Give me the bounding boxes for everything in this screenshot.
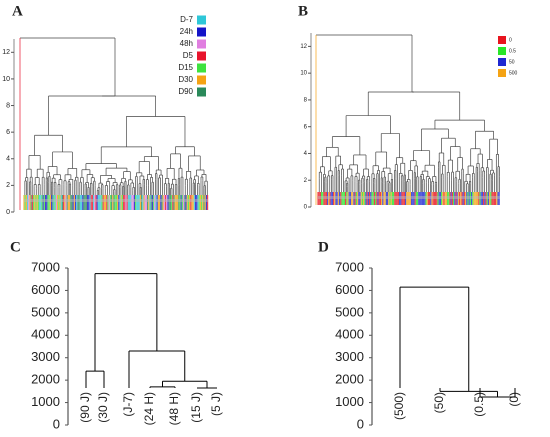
y-tick-label: 3000 (31, 349, 60, 364)
leaf-label: (15 J) (189, 392, 203, 423)
y-tick-label: 0 (304, 205, 308, 211)
y-tick-label: 10 (300, 71, 307, 77)
legend-swatch (197, 87, 206, 97)
legend-label: D5 (183, 51, 194, 60)
y-tick-label: 8 (304, 98, 308, 104)
legend-swatch (498, 69, 506, 77)
legend-swatch (197, 27, 206, 37)
y-tick-label: 4000 (31, 327, 60, 342)
legend-swatch (197, 63, 206, 73)
leaf-label: (48 H) (167, 392, 181, 425)
y-tick-label: 7000 (31, 259, 60, 274)
y-tick-label: 8 (6, 102, 10, 109)
y-tick-label: 2 (6, 182, 10, 189)
leaf-label: (90 J) (78, 392, 92, 423)
y-tick-label: 6000 (31, 282, 60, 297)
panel: B 0 2 4 6 8 10 12 0 0.5 50 500 (298, 3, 518, 210)
legend-swatch (197, 39, 206, 49)
y-tick-label: 6000 (335, 282, 364, 297)
y-tick-label: 0 (6, 209, 10, 216)
y-tick-label: 12 (2, 49, 10, 56)
leaf-label: (5 J) (209, 392, 223, 416)
y-tick-label: 2000 (335, 372, 364, 387)
legend-label: 500 (509, 70, 518, 76)
strip-band (24, 199, 208, 202)
legend-swatch (197, 15, 206, 25)
leaf-label: (0.5) (472, 392, 486, 417)
legend-label: 0.5 (509, 48, 516, 54)
legend-label: D15 (178, 63, 193, 72)
panel: A 0 2 4 6 8 10 12 D-7 24h 48h D5 D15 D30 D90 (2, 3, 209, 216)
legend-swatch (197, 75, 206, 85)
y-tick-label: 3000 (335, 349, 364, 364)
legend-label: D-7 (180, 15, 193, 24)
legend-swatch (498, 58, 506, 66)
legend-label: 48h (180, 39, 193, 48)
legend-label: D30 (178, 75, 193, 84)
leaf-label: (30 J) (96, 392, 110, 423)
panel: D 0 1000 2000 3000 4000 5000 6000 7000 (500) (50) (… (318, 239, 521, 431)
y-tick-label: 1000 (335, 394, 364, 409)
legend-swatch (197, 51, 206, 61)
panel: C 0 1000 2000 3000 4000 5000 6000 7000 (90 J) (30 … (10, 239, 223, 431)
panel-label: D (318, 239, 329, 255)
y-tick-label: 6 (6, 129, 10, 136)
leaf-label: (0) (507, 392, 521, 407)
y-tick-label: 4 (304, 151, 308, 157)
y-tick-label: 0 (53, 416, 60, 431)
panel-label: B (298, 3, 308, 19)
legend-swatch (498, 36, 506, 44)
legend-swatch (498, 47, 506, 55)
panel-label: C (10, 239, 21, 255)
leaf-label: (500) (392, 392, 406, 420)
y-tick-label: 4000 (335, 327, 364, 342)
legend-label: 24h (180, 27, 193, 36)
y-tick-label: 2000 (31, 372, 60, 387)
legend-label: D90 (178, 87, 193, 96)
y-tick-label: 5000 (31, 304, 60, 319)
y-tick-label: 2 (304, 178, 308, 184)
legend-label: 0 (509, 37, 512, 43)
y-tick-label: 12 (300, 44, 307, 50)
y-tick-label: 4 (6, 156, 10, 163)
y-tick-label: 10 (2, 76, 10, 83)
y-tick-label: 0 (357, 416, 364, 431)
legend-label: 50 (509, 59, 515, 65)
y-tick-label: 6 (304, 124, 308, 130)
leaf-label: (J-7) (121, 392, 135, 417)
y-tick-label: 1000 (31, 394, 60, 409)
y-tick-label: 5000 (335, 304, 364, 319)
leaf-label: (24 H) (142, 392, 156, 425)
strip-band (318, 196, 500, 199)
panel-label: A (12, 3, 23, 19)
leaf-label: (50) (432, 392, 446, 413)
y-tick-label: 7000 (335, 259, 364, 274)
